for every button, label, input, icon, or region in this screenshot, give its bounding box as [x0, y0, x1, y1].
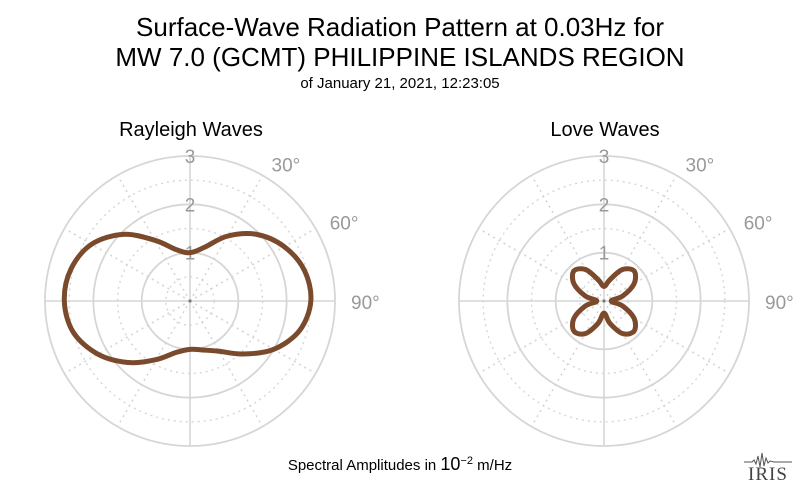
love-panel-title: Love Waves	[550, 119, 660, 141]
love-radial-tick-3: 3	[599, 147, 610, 168]
chart-subtitle: of January 21, 2021, 12:23:05	[300, 75, 500, 92]
love-spoke-150	[603, 300, 678, 427]
iris-logo-text: IRIS	[748, 464, 788, 485]
love-minor-circle-1.5	[530, 227, 678, 375]
love-angle-tick-90: 90°	[765, 293, 794, 314]
rayleigh-grid-circle-3	[44, 155, 336, 447]
caption-exponent: −2	[460, 455, 473, 467]
rayleigh-minor-circle-1.5	[116, 227, 264, 375]
love-grid-circle-1	[554, 251, 654, 351]
caption-prefix: Spectral Amplitudes in	[287, 457, 441, 474]
rayleigh-spoke-240	[64, 300, 191, 375]
rayleigh-radial-tick-3: 3	[185, 147, 196, 168]
rayleigh-radiation-curve	[61, 231, 314, 366]
love-radiation-curve	[569, 266, 639, 337]
love-minor-circle-2.5	[482, 179, 726, 423]
rayleigh-panel-title: Rayleigh Waves	[119, 119, 263, 141]
rayleigh-spoke-150	[189, 300, 264, 427]
rayleigh-radial-tick-2: 2	[185, 195, 196, 216]
love-spoke-330	[530, 175, 605, 302]
caption-base: 10	[440, 454, 461, 474]
amplitude-units-caption: Spectral Amplitudes in 10−2 m/Hz	[0, 454, 800, 475]
love-radial-tick-2: 2	[599, 195, 610, 216]
love-radial-tick-1: 1	[599, 244, 610, 265]
love-grid-circle-3	[458, 155, 750, 447]
chart-title-line2: MW 7.0 (GCMT) PHILIPPINE ISLANDS REGION	[115, 42, 685, 72]
rayleigh-angle-tick-30: 30°	[272, 155, 301, 176]
rayleigh-angle-tick-60: 60°	[330, 214, 359, 235]
love-grid-circle-2	[506, 203, 702, 399]
rayleigh-minor-circle-0.5	[165, 276, 215, 326]
love-spoke-60	[603, 227, 730, 302]
seismogram-icon	[744, 452, 792, 468]
love-angle-tick-30: 30°	[686, 155, 715, 176]
love-center-dot	[602, 299, 606, 303]
love-spoke-240	[478, 300, 605, 375]
iris-logo: IRIS	[744, 450, 792, 486]
chart-title-line1: Surface-Wave Radiation Pattern at 0.03Hz…	[136, 12, 664, 42]
love-minor-circle-0.5	[579, 276, 629, 326]
love-angle-tick-60: 60°	[744, 214, 773, 235]
rayleigh-angle-tick-90: 90°	[351, 293, 380, 314]
rayleigh-grid-circle-2	[92, 203, 288, 399]
rayleigh-center-dot	[188, 299, 192, 303]
caption-unit: m/Hz	[472, 457, 513, 474]
rayleigh-spoke-60	[189, 227, 316, 302]
